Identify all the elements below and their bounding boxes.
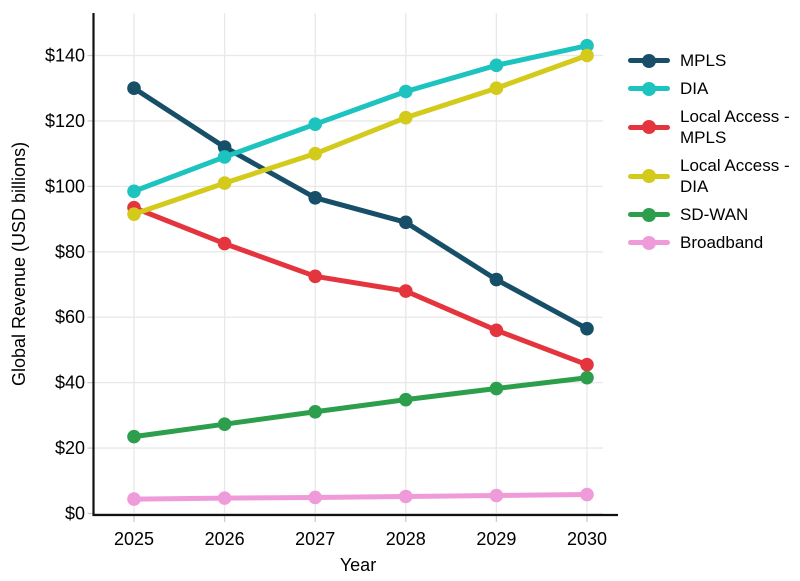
legend-marker-dot — [642, 53, 656, 68]
chart-legend: MPLS DIA Local Access - MPLS Local Access -… — [628, 50, 800, 253]
x-tick-label: 2028 — [386, 529, 426, 549]
y-tick-label: $20 — [55, 438, 85, 458]
data-point — [308, 490, 323, 505]
x-tick-label: 2030 — [567, 529, 607, 549]
legend-item-local-access-mpls: Local Access - MPLS — [628, 106, 800, 148]
series-line — [131, 492, 590, 502]
data-point — [217, 150, 232, 164]
series-dia — [127, 38, 594, 199]
y-tick-label: $100 — [45, 176, 85, 196]
x-tick-label: 2026 — [205, 529, 245, 549]
data-point — [217, 176, 232, 190]
data-point — [580, 321, 594, 336]
series-line — [131, 43, 590, 194]
x-tick-label: 2027 — [295, 529, 335, 549]
tick-label-layer: $0 $20 $40 $60 $80 $100 $120 $140 2025 2026 2027 20… — [45, 46, 607, 549]
legend-label: Local Access - DIA — [680, 156, 790, 196]
legend-marker-dot — [642, 235, 656, 250]
data-point — [217, 140, 232, 154]
data-point — [580, 487, 594, 502]
grid-layer — [87, 13, 603, 522]
legend-item-sd-wan: SD-WAN — [628, 204, 800, 225]
legend-marker-dot — [642, 169, 656, 183]
data-point — [127, 184, 141, 199]
y-tick-label: $60 — [55, 307, 85, 327]
legend-item-local-access-dia: Local Access - DIA — [628, 155, 800, 197]
legend-label: SD-WAN — [680, 205, 749, 224]
x-tick-label: 2025 — [114, 529, 154, 549]
data-point — [308, 191, 323, 205]
data-point — [308, 117, 323, 132]
legend-swatch — [628, 169, 670, 183]
data-point — [217, 236, 232, 251]
legend-item-dia: DIA — [628, 78, 800, 99]
legend-swatch — [628, 207, 670, 222]
y-tick-label: $40 — [55, 373, 85, 393]
data-point — [399, 489, 413, 504]
legend-swatch — [628, 120, 670, 134]
series-line — [131, 53, 590, 217]
legend-marker-dot — [642, 81, 656, 96]
data-point — [580, 38, 594, 53]
legend-label: DIA — [680, 79, 709, 98]
legend-swatch — [628, 81, 670, 96]
data-point — [489, 81, 504, 96]
y-tick-label: $0 — [65, 504, 85, 524]
legend-marker-dot — [642, 207, 656, 222]
data-point — [489, 488, 504, 503]
data-point — [217, 417, 232, 431]
series-line — [131, 85, 590, 332]
data-point — [127, 207, 141, 221]
data-point — [308, 269, 323, 284]
series-line — [131, 205, 590, 368]
data-point — [580, 357, 594, 372]
data-point — [489, 381, 504, 396]
y-tick-label: $120 — [45, 111, 85, 131]
legend-swatch — [628, 235, 670, 250]
data-point — [127, 492, 141, 506]
data-point — [489, 323, 504, 338]
data-point — [399, 284, 413, 298]
legend-item-broadband: Broadband — [628, 232, 800, 253]
series-sd-wan — [127, 370, 594, 444]
legend-item-mpls: MPLS — [628, 50, 800, 71]
data-point — [580, 370, 594, 385]
data-point — [308, 404, 323, 419]
series-line — [131, 375, 590, 440]
x-tick-label: 2029 — [476, 529, 516, 549]
data-point — [399, 215, 413, 230]
legend-marker-dot — [642, 120, 656, 134]
data-point — [399, 392, 413, 407]
data-point — [127, 81, 141, 96]
legend-label: Broadband — [680, 233, 764, 252]
y-axis-title: Global Revenue (USD billions) — [9, 142, 29, 386]
data-point — [127, 429, 141, 444]
series-broadband — [127, 487, 594, 506]
x-axis-title: Year — [340, 555, 376, 575]
series-local-access-dia — [127, 48, 594, 221]
legend-label: Local Access - MPLS — [680, 107, 790, 147]
data-point — [489, 272, 504, 287]
y-tick-label: $80 — [55, 242, 85, 262]
series-mpls — [127, 81, 594, 336]
axis-layer — [92, 13, 618, 517]
series-layer — [127, 38, 594, 506]
legend-swatch — [628, 53, 670, 68]
data-point — [399, 84, 413, 99]
legend-label: MPLS — [680, 51, 727, 70]
data-point — [580, 48, 594, 63]
data-point — [489, 58, 504, 73]
data-point — [217, 491, 232, 505]
data-point — [308, 146, 323, 161]
data-point — [399, 110, 413, 125]
series-local-access-mpls — [127, 200, 594, 372]
y-tick-label: $140 — [45, 46, 85, 66]
